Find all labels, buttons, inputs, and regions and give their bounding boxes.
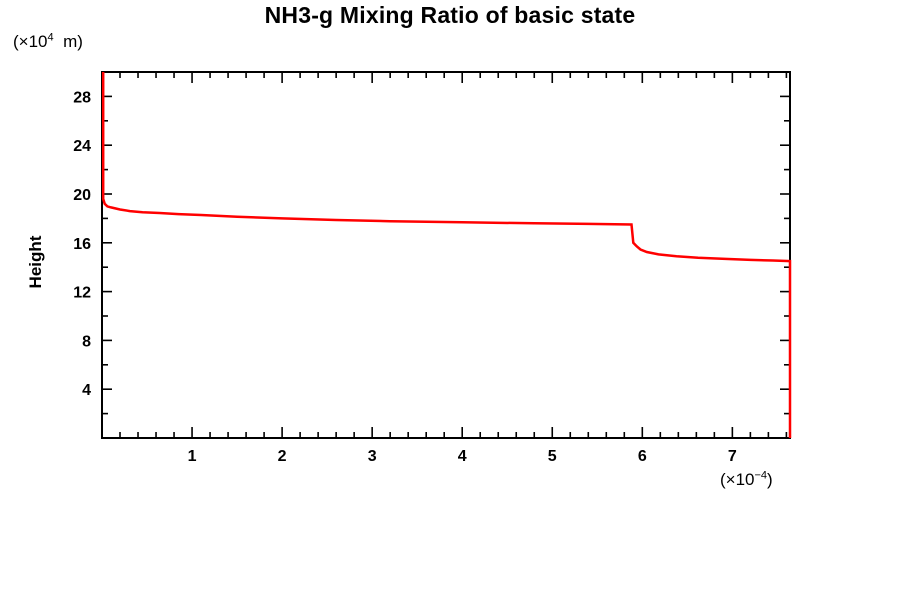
y-axis-unit-label: (×104 m) bbox=[13, 32, 83, 52]
x-tick-label: 5 bbox=[548, 448, 557, 465]
x-tick-label: 7 bbox=[728, 448, 737, 465]
y-tick-label: 20 bbox=[73, 187, 91, 204]
y-tick-label: 12 bbox=[73, 285, 91, 302]
y-tick-label: 4 bbox=[82, 382, 91, 399]
nh3-series-line bbox=[101, 72, 792, 438]
y-tick-label: 16 bbox=[73, 236, 91, 253]
x-tick-label: 1 bbox=[188, 448, 197, 465]
x-tick-label: 6 bbox=[638, 448, 647, 465]
x-unit-open: (×10 bbox=[720, 470, 755, 489]
y-unit-close: m) bbox=[53, 32, 83, 51]
x-tick-label: 3 bbox=[368, 448, 377, 465]
y-tick-label: 8 bbox=[82, 333, 91, 350]
x-axis-unit-label: (×10−4) bbox=[720, 470, 773, 490]
y-unit-exponent: 4 bbox=[47, 31, 54, 44]
chart-title: NH3-g Mixing Ratio of basic state bbox=[264, 2, 636, 28]
x-tick-label: 4 bbox=[458, 448, 467, 465]
y-tick-label: 28 bbox=[73, 89, 91, 106]
x-unit-exponent: −4 bbox=[754, 469, 768, 482]
axes-frame bbox=[101, 71, 791, 439]
y-tick-label: 24 bbox=[73, 138, 91, 155]
y-unit-open: (×10 bbox=[13, 32, 48, 51]
x-unit-close: ) bbox=[767, 470, 773, 489]
x-tick-label: 2 bbox=[278, 448, 287, 465]
